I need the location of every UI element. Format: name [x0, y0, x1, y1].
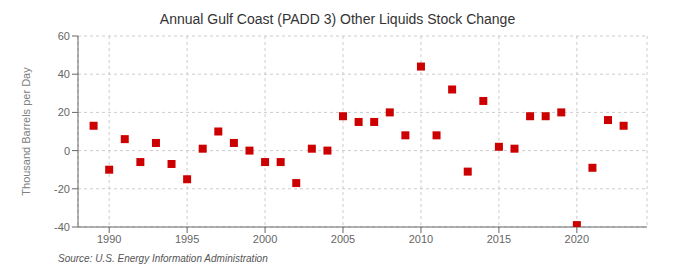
svg-text:-40: -40 [54, 221, 70, 233]
svg-text:2010: 2010 [409, 233, 433, 245]
svg-text:1990: 1990 [97, 233, 121, 245]
svg-text:60: 60 [58, 30, 70, 42]
svg-text:20: 20 [58, 106, 70, 118]
svg-text:40: 40 [58, 68, 70, 80]
html-text:Source: U.S. Energy Informatio: Source: U.S. Energy Information Administ… [58, 253, 268, 264]
svg-text:2015: 2015 [487, 233, 511, 245]
svg-text:1995: 1995 [175, 233, 199, 245]
svg-text:2020: 2020 [565, 233, 589, 245]
svg-text:-20: -20 [54, 183, 70, 195]
svg-text:0: 0 [64, 145, 70, 157]
svg-text:2000: 2000 [253, 233, 277, 245]
svg-text:2005: 2005 [331, 233, 355, 245]
html-text:Annual Gulf Coast (PADD 3) Oth: Annual Gulf Coast (PADD 3) Other Liquids… [159, 11, 516, 27]
svg-text:Thousand Barrels per Day: Thousand Barrels per Day [20, 67, 32, 196]
